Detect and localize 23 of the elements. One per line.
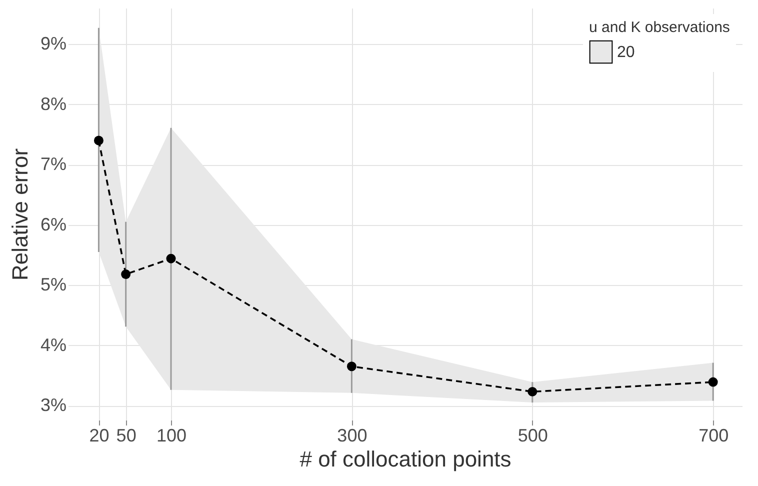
x-tick-label: 20 xyxy=(89,426,110,446)
legend-label: 20 xyxy=(617,44,635,61)
y-axis-title: Relative error xyxy=(7,148,32,281)
x-tick-label: 700 xyxy=(698,426,729,446)
y-tick-label: 3% xyxy=(40,395,66,416)
y-tick-label: 5% xyxy=(40,274,66,295)
y-tick-label: 8% xyxy=(40,94,66,114)
y-tick-label: 7% xyxy=(40,154,66,174)
y-tick-label: 9% xyxy=(40,34,66,54)
x-tick-label: 50 xyxy=(116,426,136,446)
x-tick-label: 300 xyxy=(337,426,368,446)
point xyxy=(708,377,718,387)
point xyxy=(528,386,538,396)
x-tick-label: 100 xyxy=(156,426,187,446)
legend-title: u and K observations xyxy=(589,19,730,36)
x-tick-label: 500 xyxy=(518,426,548,446)
point xyxy=(94,136,104,146)
point xyxy=(346,362,356,372)
y-tick-label: 6% xyxy=(40,214,66,234)
y-tick-label: 4% xyxy=(40,334,66,355)
point xyxy=(121,270,131,279)
x-axis-title: # of collocation points xyxy=(300,446,512,472)
point xyxy=(166,254,176,264)
